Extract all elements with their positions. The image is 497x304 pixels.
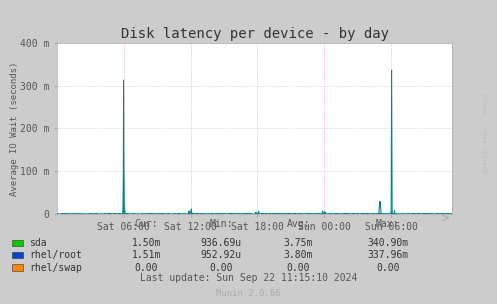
Text: 1.50m: 1.50m [132,238,162,248]
Text: sda: sda [29,238,46,248]
Text: Munin 2.0.66: Munin 2.0.66 [216,289,281,298]
Text: Cur:: Cur: [135,219,159,229]
Text: 1.51m: 1.51m [132,250,162,260]
Title: Disk latency per device - by day: Disk latency per device - by day [121,27,389,41]
Text: Avg:: Avg: [286,219,310,229]
Text: Last update: Sun Sep 22 11:15:10 2024: Last update: Sun Sep 22 11:15:10 2024 [140,273,357,283]
Text: 952.92u: 952.92u [201,250,242,260]
Text: 936.69u: 936.69u [201,238,242,248]
Text: 0.00: 0.00 [286,263,310,272]
Text: 340.90m: 340.90m [367,238,408,248]
Text: Min:: Min: [209,219,233,229]
Text: 3.80m: 3.80m [283,250,313,260]
Text: rhel/swap: rhel/swap [29,263,82,272]
Text: 337.96m: 337.96m [367,250,408,260]
Y-axis label: Average IO Wait (seconds): Average IO Wait (seconds) [10,61,19,196]
Text: 3.75m: 3.75m [283,238,313,248]
Text: rhel/root: rhel/root [29,250,82,260]
Text: 0.00: 0.00 [135,263,159,272]
Text: Max:: Max: [376,219,400,229]
Text: 0.00: 0.00 [209,263,233,272]
Text: RDTOOL / TOBI OETIKER: RDTOOL / TOBI OETIKER [482,94,487,173]
Text: 0.00: 0.00 [376,263,400,272]
